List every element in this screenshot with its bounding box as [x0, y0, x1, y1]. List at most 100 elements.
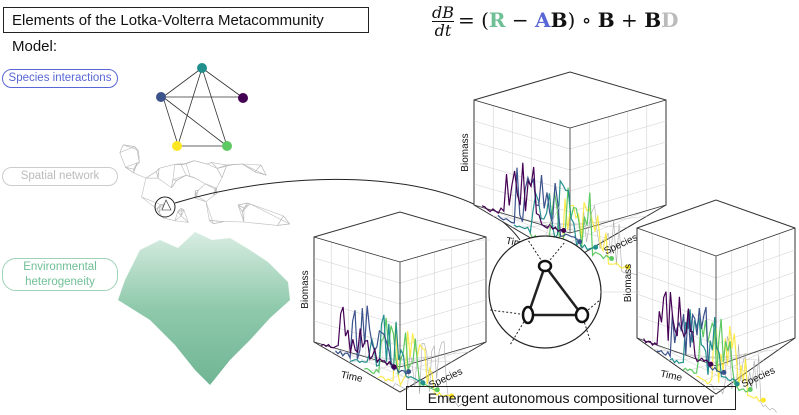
- network-edge: [177, 208, 182, 212]
- network-edge: [194, 160, 208, 165]
- network-edge: [177, 209, 184, 212]
- eq-text: +: [614, 8, 645, 32]
- grid-line: [652, 348, 732, 361]
- network-edge: [211, 162, 227, 166]
- patch-triangle-small: [161, 199, 172, 211]
- network-edge: [221, 164, 228, 178]
- network-edge: [133, 172, 147, 179]
- species-endpoint: [391, 364, 397, 370]
- network-edge: [171, 179, 174, 188]
- eq-B: B: [644, 8, 662, 32]
- network-edge: [158, 204, 161, 213]
- network-edge: [247, 202, 251, 205]
- species-biomass-curve: [696, 325, 764, 403]
- network-edge: [213, 188, 216, 196]
- axis-label-biomass: Biomass: [460, 133, 471, 171]
- network-edge: [174, 163, 187, 165]
- grid-line: [715, 249, 796, 279]
- network-edge: [172, 174, 187, 181]
- network-edge: [195, 189, 199, 192]
- eq-B: B: [550, 8, 568, 32]
- network-edge: [156, 203, 165, 210]
- grid-line: [399, 278, 487, 305]
- network-edge: [243, 221, 278, 226]
- species-biomass-curve: [320, 306, 395, 368]
- denominator: dt: [434, 21, 452, 40]
- eq-A: A: [535, 8, 551, 32]
- network-edge: [186, 160, 195, 164]
- network-edge: [213, 221, 224, 224]
- network-edge: [254, 171, 267, 176]
- network-edge: [206, 162, 212, 165]
- network-edge: [211, 162, 218, 169]
- network-edge: [209, 220, 224, 222]
- network-edge: [237, 204, 245, 223]
- grid-line: [569, 120, 667, 150]
- species-biomass-curve: [709, 336, 777, 413]
- eq-B: B: [597, 8, 615, 32]
- species-biomass-curve: [669, 309, 738, 385]
- network-edge: [156, 168, 160, 172]
- network-edge: [133, 162, 138, 170]
- network-edge: [277, 215, 284, 226]
- grid-line: [569, 162, 667, 192]
- network-edge: [180, 209, 185, 216]
- network-edge: [157, 168, 160, 179]
- eq-R: R: [488, 8, 506, 32]
- network-edge: [205, 201, 214, 224]
- species-endpoint: [721, 369, 727, 375]
- network-edge: [141, 178, 147, 198]
- species-biomass-curve: [392, 341, 467, 408]
- zoom-circle: [154, 196, 176, 218]
- environmental-terrain: [118, 232, 290, 385]
- network-edge: [205, 183, 217, 189]
- network-edge: [194, 197, 207, 202]
- network-edge: [174, 211, 178, 221]
- network-edge: [194, 190, 198, 196]
- network-edge: [194, 177, 206, 185]
- lotka-volterra-equation: dB dt = (R − AB) ∘ B + BD: [432, 4, 678, 39]
- network-edge: [198, 183, 206, 191]
- network-edge: [141, 196, 161, 205]
- network-edge: [125, 166, 134, 170]
- network-edge: [216, 177, 223, 189]
- species-node: [222, 141, 232, 151]
- caption: Emergent autonomous compositional turnov…: [406, 386, 736, 410]
- network-edge: [141, 196, 158, 210]
- species-node: [156, 92, 166, 102]
- network-edge: [162, 217, 176, 222]
- network-edge: [216, 168, 223, 178]
- species-endpoint: [609, 256, 615, 262]
- spatial-network-label: Spatial network: [2, 167, 118, 186]
- axis-label-biomass: Biomass: [300, 270, 311, 308]
- network-edge: [119, 146, 135, 153]
- network-edge: [205, 201, 210, 221]
- species-interactions-label: Species interactions: [2, 69, 118, 88]
- species-endpoint: [561, 227, 567, 233]
- species-endpoint: [577, 239, 583, 245]
- grid-line: [636, 271, 717, 301]
- grid-line: [715, 293, 796, 323]
- network-edge: [205, 195, 214, 202]
- species-endpoint: [406, 369, 412, 375]
- eq-text: ) ∘: [567, 8, 598, 32]
- axis-label-time: Time: [340, 370, 364, 385]
- patch-node: [521, 305, 535, 325]
- network-edge: [189, 176, 195, 178]
- species-biomass-curve: [378, 324, 452, 398]
- axis-label-biomass: Biomass: [623, 264, 634, 302]
- network-edge: [119, 144, 124, 153]
- network-edge: [177, 211, 182, 217]
- species-biomass-curve: [364, 317, 438, 391]
- network-edge: [183, 209, 189, 223]
- network-edge: [249, 203, 284, 217]
- network-edge: [242, 163, 267, 176]
- grid-line: [365, 351, 452, 373]
- species-node: [197, 63, 207, 73]
- eq-text: −: [505, 8, 536, 32]
- network-edge: [158, 203, 165, 213]
- patch-node: [537, 259, 553, 273]
- network-edge: [156, 204, 161, 210]
- eq-D: D: [661, 8, 679, 32]
